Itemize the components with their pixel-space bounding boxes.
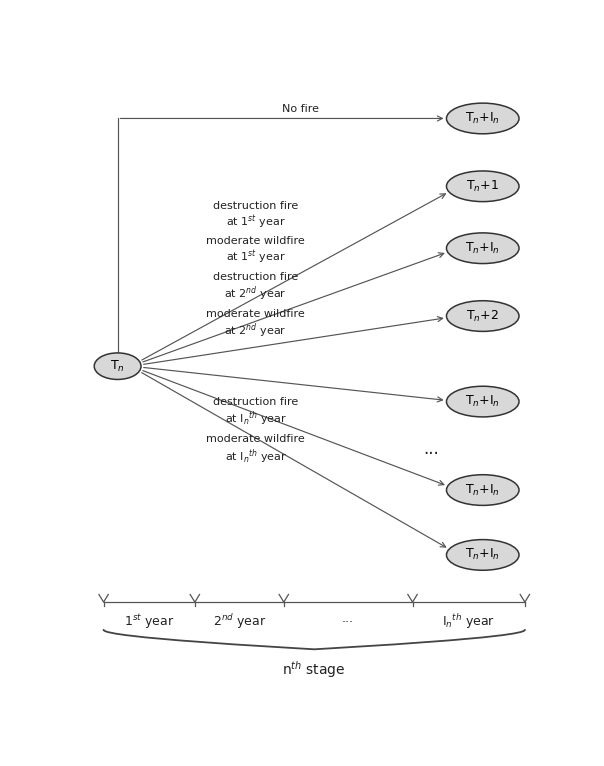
Text: T$_n$+I$_n$: T$_n$+I$_n$ [465,111,500,126]
Text: 1$^{st}$ year: 1$^{st}$ year [124,612,175,630]
Text: T$_n$+2: T$_n$+2 [466,309,499,323]
Text: T$_n$+I$_n$: T$_n$+I$_n$ [465,394,500,409]
Text: T$_n$+I$_n$: T$_n$+I$_n$ [465,241,500,256]
Ellipse shape [446,233,519,264]
Ellipse shape [446,475,519,506]
Ellipse shape [446,103,519,134]
Ellipse shape [446,171,519,201]
Text: T$_n$+I$_n$: T$_n$+I$_n$ [465,483,500,498]
Text: T$_n$: T$_n$ [111,358,125,374]
Text: T$_n$+1: T$_n$+1 [466,178,499,194]
Ellipse shape [446,539,519,570]
Text: ...: ... [342,612,354,625]
Ellipse shape [446,386,519,417]
Text: 2$^{nd}$ year: 2$^{nd}$ year [213,612,266,631]
Text: destruction fire
at 1$^{st}$ year: destruction fire at 1$^{st}$ year [213,201,298,231]
Text: moderate wildfire
at 1$^{st}$ year: moderate wildfire at 1$^{st}$ year [207,236,305,267]
Text: destruction fire
at I$_n$$^{th}$ year: destruction fire at I$_n$$^{th}$ year [213,397,298,428]
Text: destruction fire
at 2$^{nd}$ year: destruction fire at 2$^{nd}$ year [213,272,298,303]
Text: n$^{th}$ stage: n$^{th}$ stage [283,660,346,680]
Ellipse shape [446,301,519,332]
Text: No fire: No fire [281,103,319,113]
Text: I$_n$$^{th}$ year: I$_n$$^{th}$ year [442,612,495,631]
Text: ...: ... [423,440,439,458]
Text: T$_n$+I$_n$: T$_n$+I$_n$ [465,548,500,562]
Text: moderate wildfire
at I$_n$$^{th}$ year: moderate wildfire at I$_n$$^{th}$ year [207,434,305,466]
Text: moderate wildfire
at 2$^{nd}$ year: moderate wildfire at 2$^{nd}$ year [207,309,305,340]
Ellipse shape [94,353,141,379]
